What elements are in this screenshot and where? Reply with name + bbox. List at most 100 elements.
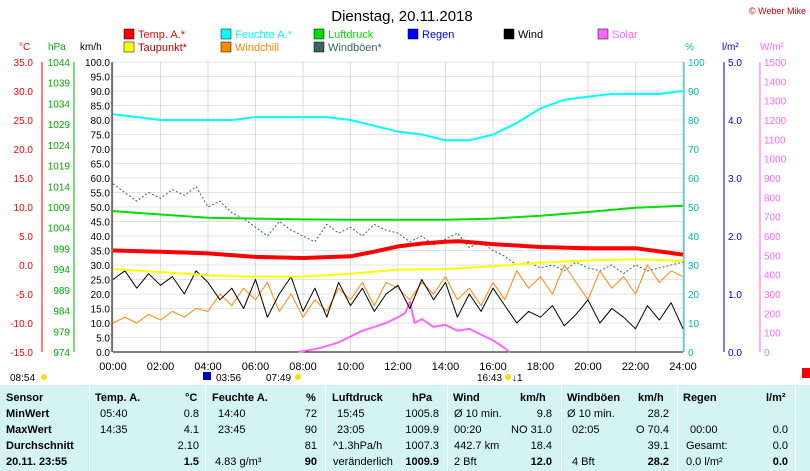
tick-label-pressure: 974 xyxy=(53,348,70,359)
legend-swatch xyxy=(597,28,609,40)
min-press-val: 1005.8 xyxy=(405,408,439,420)
tick-label-wind: 30.0 xyxy=(91,261,111,272)
axes: 35.0 30.0 25.0 20.0 15.0 10.0 5.0 0.0 -5.0 -10.0 -… xyxy=(10,58,786,373)
avg-press-val: 1007.3 xyxy=(405,440,439,452)
x-tick-label: 06:00 xyxy=(242,361,270,373)
unit-pressure: hPa xyxy=(48,42,66,53)
divider xyxy=(447,385,448,471)
series-line-taupunkt xyxy=(112,258,684,278)
header-rain-unit: l/m² xyxy=(766,392,786,404)
sunrise-dot-icon xyxy=(295,374,301,380)
legend-label: Temp. A.* xyxy=(138,29,186,41)
tick-label-solar: 800 xyxy=(764,193,781,204)
tick-label-rain: 1.0 xyxy=(728,290,742,301)
tick-label-pressure: 1024 xyxy=(48,141,71,152)
tick-label-rain: 4.0 xyxy=(728,116,742,127)
tick-label-temp: -15.0 xyxy=(10,348,33,359)
legend-label: Windböen* xyxy=(328,42,383,54)
legend: Temp. A.* Feuchte A.* Luftdruck Regen Wind So… xyxy=(123,28,638,54)
tick-label-humidity: 30 xyxy=(688,261,700,272)
tick-label-temp: 0.0 xyxy=(19,261,33,272)
tick-label-solar: 400 xyxy=(764,271,781,282)
x-tick-label: 14:00 xyxy=(432,361,460,373)
tick-label-humidity: 100 xyxy=(688,58,705,69)
cur-wind-val: 12.0 xyxy=(530,456,552,468)
tick-label-rain: 3.0 xyxy=(728,174,742,185)
tick-label-solar: 100 xyxy=(764,329,781,340)
x-tick-label: 02:00 xyxy=(147,361,175,373)
tick-label-solar: 300 xyxy=(764,290,781,301)
tick-label-wind: 25.0 xyxy=(91,276,111,287)
tick-label-pressure: 1029 xyxy=(48,120,71,131)
tick-label-humidity: 20 xyxy=(688,290,700,301)
tick-label-pressure: 1019 xyxy=(48,162,71,173)
sun-dot-icon xyxy=(41,374,47,380)
legend-swatch xyxy=(123,28,135,40)
legend-label: Solar xyxy=(612,29,638,41)
tick-label-wind: 90.0 xyxy=(91,87,111,98)
tick-label-wind: 20.0 xyxy=(91,290,111,301)
tick-label-wind: 70.0 xyxy=(91,145,111,156)
unit-solar: W/m² xyxy=(760,42,785,53)
legend-label: Taupunkt* xyxy=(138,42,188,54)
tick-label-temp: 30.0 xyxy=(14,87,34,98)
legend-swatch xyxy=(220,41,232,53)
tick-label-humidity: 90 xyxy=(688,87,700,98)
cur-rain-total: 0.0 l/m² xyxy=(686,456,723,468)
tick-label-humidity: 10 xyxy=(688,319,700,330)
unit-rain: l/m² xyxy=(722,42,739,53)
tick-label-pressure: 984 xyxy=(53,307,70,318)
max-wind-dir: NO 31.0 xyxy=(511,424,552,436)
cur-gust-val: 28.2 xyxy=(647,456,669,468)
max-gust-dir: O 70.4 xyxy=(635,424,669,436)
tick-label-humidity: 40 xyxy=(688,232,700,243)
cur-hum-val: 90 xyxy=(304,456,317,468)
avg-rain-val: 0.0 xyxy=(772,440,788,452)
tick-label-pressure: 989 xyxy=(53,286,70,297)
tick-label-pressure: 1004 xyxy=(48,224,71,235)
tick-label-temp: 25.0 xyxy=(14,116,34,127)
tick-label-wind: 80.0 xyxy=(91,116,111,127)
unit-wind: km/h xyxy=(80,42,102,53)
divider xyxy=(677,385,678,471)
header-sensor: Sensor xyxy=(6,392,44,404)
tick-label-pressure: 999 xyxy=(53,244,70,255)
tick-label-solar: 1000 xyxy=(764,155,787,166)
sun-events: 08:54 03:56 07:49 16:43 ↓1 xyxy=(0,368,810,384)
tick-label-wind: 85.0 xyxy=(91,102,111,113)
tick-label-solar: 900 xyxy=(764,174,781,185)
series-line-tempa xyxy=(112,239,684,260)
tick-label-solar: 0 xyxy=(764,348,770,359)
series-line-wind xyxy=(112,270,684,330)
header-temp: Temp. A. xyxy=(95,392,141,404)
tick-label-temp: -10.0 xyxy=(10,319,33,330)
tick-label-humidity: 80 xyxy=(688,116,700,127)
x-tick-label: 12:00 xyxy=(384,361,412,373)
cur-press-trend: veränderlich xyxy=(333,456,393,468)
tick-label-humidity: 50 xyxy=(688,203,700,214)
tick-label-pressure: 1034 xyxy=(48,99,71,110)
tick-label-rain: 0.0 xyxy=(728,348,742,359)
max-temp-val: 4.1 xyxy=(183,424,199,436)
tick-label-humidity: 0 xyxy=(688,348,694,359)
tick-label-wind: 45.0 xyxy=(91,218,111,229)
tick-label-temp: 5.0 xyxy=(19,232,33,243)
sunset-marker: ↓1 xyxy=(512,373,523,384)
legend-swatch xyxy=(407,28,419,40)
tick-label-pressure: 1009 xyxy=(48,203,71,214)
series-line-feuchtea xyxy=(112,90,684,142)
tick-label-wind: 95.0 xyxy=(91,73,111,84)
max-press-time: 23:05 xyxy=(337,424,365,436)
legend-swatch xyxy=(313,41,325,53)
header-temp-unit: °C xyxy=(185,392,198,404)
tick-label-pressure: 1044 xyxy=(48,58,71,69)
max-hum-val: 90 xyxy=(304,424,317,436)
min-hum-time: 14:40 xyxy=(218,408,246,420)
unit-temp: °C xyxy=(19,42,30,53)
sun-time-box xyxy=(0,369,40,383)
series-line-luftdruck xyxy=(112,204,684,221)
tick-label-temp: 15.0 xyxy=(14,174,34,185)
unit-humidity: % xyxy=(685,42,694,53)
divider xyxy=(561,385,562,471)
header-press-unit: hPa xyxy=(412,392,433,404)
